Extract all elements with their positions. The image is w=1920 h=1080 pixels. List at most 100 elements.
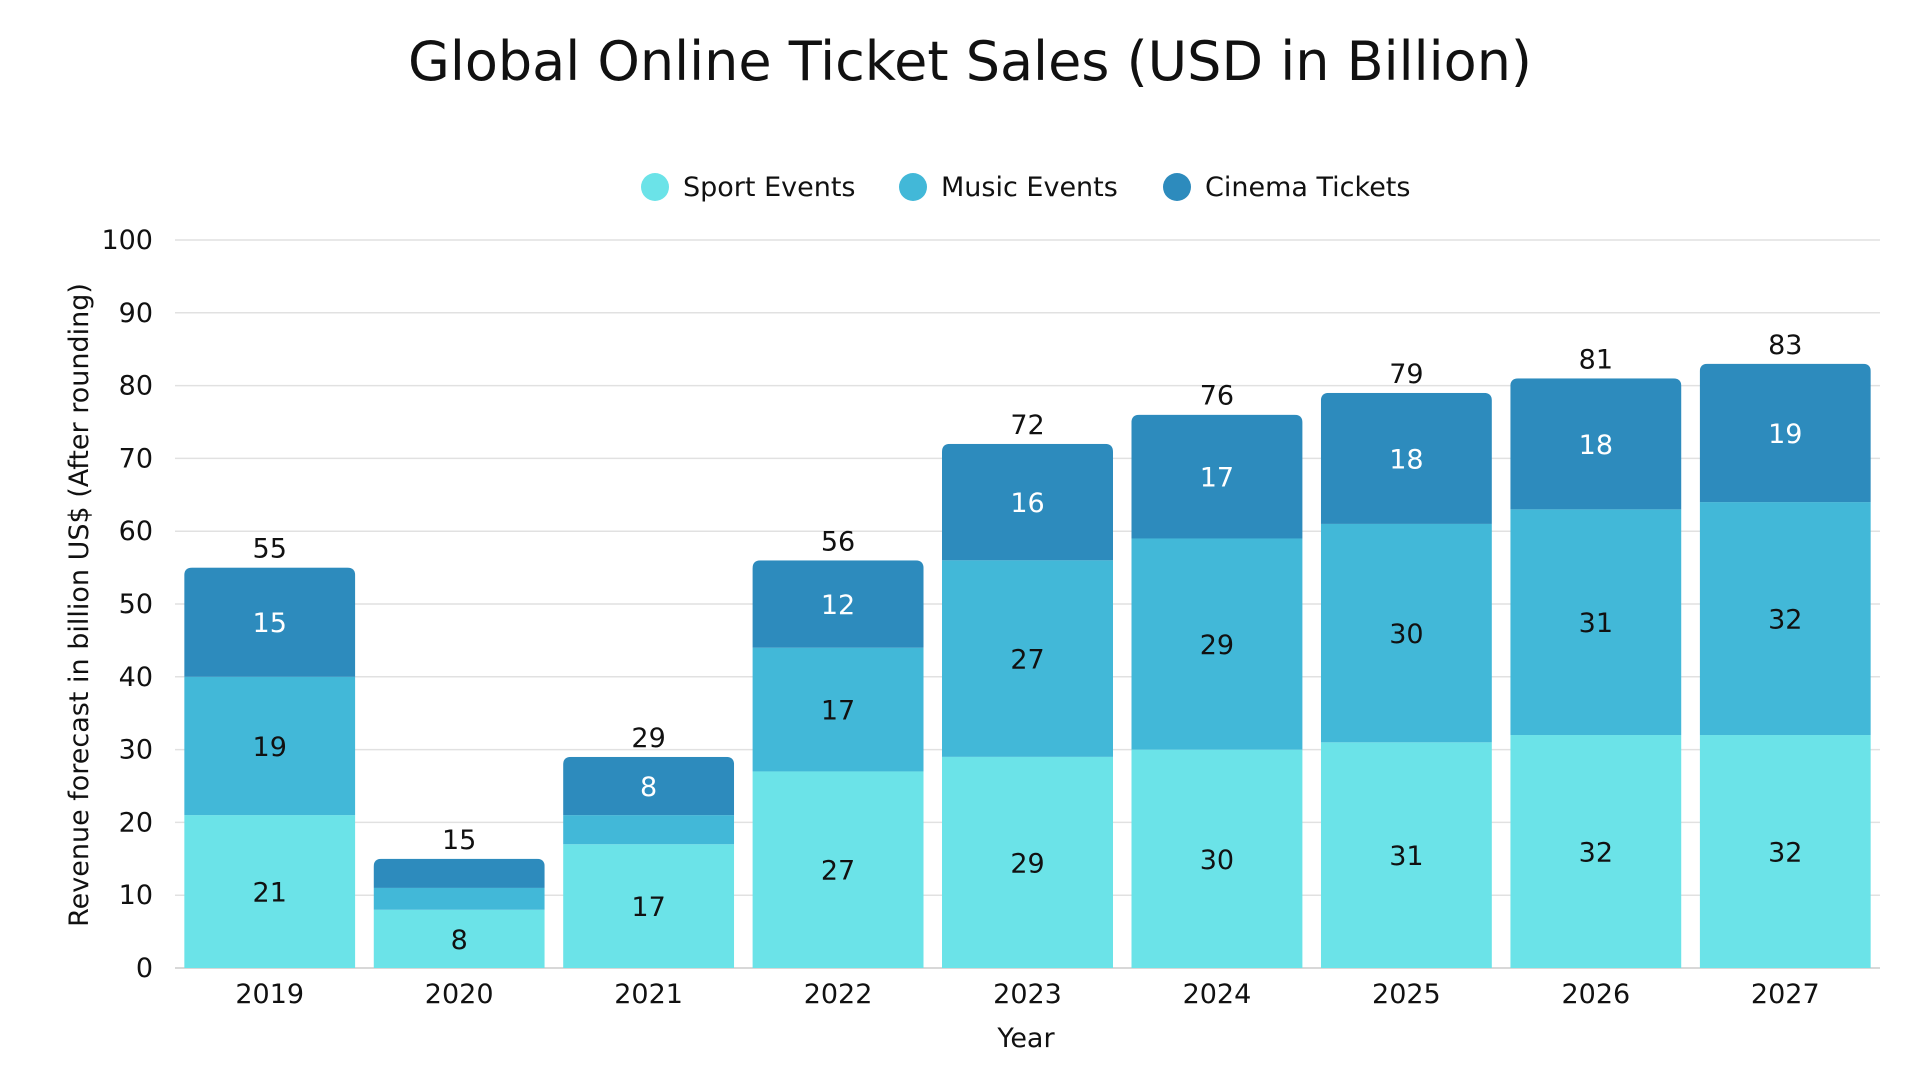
bar-segment-music-events-2026 xyxy=(1510,509,1682,736)
segment-value-label: 31 xyxy=(1389,841,1423,872)
segment-value-label: 17 xyxy=(631,892,665,923)
y-tick-label: 70 xyxy=(119,443,153,474)
segment-value-label: 19 xyxy=(1768,419,1802,450)
bar-stack-2022 xyxy=(752,560,924,968)
bar-segment-sport-events-2025 xyxy=(1320,742,1492,968)
bar-segment-sport-events-2024 xyxy=(1131,749,1303,968)
segment-value-label: 30 xyxy=(1389,619,1423,650)
bar-segment-cinema-tickets-2019 xyxy=(184,567,356,677)
bar-segment-music-events-2023 xyxy=(942,560,1113,757)
y-tick-label: 20 xyxy=(119,807,153,838)
bar-segment-cinema-tickets-2022 xyxy=(752,560,924,648)
bar-segment-music-events-2025 xyxy=(1320,523,1492,743)
y-axis: 0 10 20 30 40 50 60 70 80 90 100 xyxy=(101,225,153,984)
bar-segment-cinema-tickets-2026 xyxy=(1510,378,1682,510)
legend-item-music-events[interactable]: Music Events xyxy=(899,172,1118,203)
total-value-label: 83 xyxy=(1768,330,1802,361)
segment-value-label: 30 xyxy=(1200,845,1234,876)
segment-value-label: 29 xyxy=(1010,848,1044,879)
bar-segment-cinema-tickets-2025 xyxy=(1320,392,1492,524)
x-tick-label: 2024 xyxy=(1183,979,1252,1010)
data-labels: 21 19 15 55 8 15 17 8 29 27 17 12 56 29 27 16 72 30 29 17 76… xyxy=(253,330,1803,956)
bar-segment-music-events-2021 xyxy=(563,815,735,845)
x-axis: 2019 2020 2021 2022 2023 2024 2025 2026 2027 xyxy=(235,979,1819,1010)
segment-value-label: 8 xyxy=(451,925,468,956)
y-axis-title: Revenue forecast in billion US$ (After r… xyxy=(64,283,95,927)
x-tick-label: 2027 xyxy=(1751,979,1820,1010)
segment-value-label: 15 xyxy=(253,608,287,639)
bar-segment-music-events-2024 xyxy=(1131,538,1303,750)
y-tick-label: 80 xyxy=(119,371,153,402)
bar-segment-music-events-2020 xyxy=(373,887,545,910)
segment-value-label: 32 xyxy=(1768,838,1802,869)
bar-segment-sport-events-2022 xyxy=(752,771,924,968)
total-value-label: 56 xyxy=(821,526,855,557)
bar-segment-music-events-2027 xyxy=(1699,502,1871,736)
legend-swatch-icon xyxy=(1163,173,1191,201)
total-value-label: 79 xyxy=(1389,359,1423,390)
total-value-label: 72 xyxy=(1010,410,1044,441)
bar-segment-sport-events-2023 xyxy=(942,756,1113,968)
legend-label: Sport Events xyxy=(683,172,855,203)
segment-value-label: 19 xyxy=(253,732,287,763)
y-tick-label: 30 xyxy=(119,735,153,766)
total-value-label: 76 xyxy=(1200,381,1234,412)
y-tick-label: 60 xyxy=(119,516,153,547)
bar-stack-2019 xyxy=(184,567,356,968)
y-tick-label: 40 xyxy=(119,662,153,693)
legend-label: Cinema Tickets xyxy=(1205,172,1410,203)
x-tick-label: 2025 xyxy=(1372,979,1441,1010)
bar-stack-2025 xyxy=(1320,392,1492,968)
bar-segment-sport-events-2019 xyxy=(184,815,356,968)
bar-segment-sport-events-2020 xyxy=(373,909,545,968)
segment-value-label: 18 xyxy=(1579,430,1613,461)
bars xyxy=(184,363,1871,968)
x-tick-label: 2020 xyxy=(425,979,494,1010)
segment-value-label: 21 xyxy=(253,878,287,909)
bar-stack-2026 xyxy=(1510,378,1682,968)
segment-value-label: 8 xyxy=(640,772,657,803)
legend-item-cinema-tickets[interactable]: Cinema Tickets xyxy=(1163,172,1410,203)
bar-segment-music-events-2022 xyxy=(752,647,924,772)
x-tick-label: 2026 xyxy=(1561,979,1630,1010)
bar-stack-2020 xyxy=(373,858,545,968)
legend-label: Music Events xyxy=(941,172,1118,203)
bar-segment-sport-events-2021 xyxy=(563,844,735,968)
bar-stack-2021 xyxy=(563,756,735,968)
chart-title: Global Online Ticket Sales (USD in Billi… xyxy=(408,30,1532,93)
segment-value-label: 16 xyxy=(1010,488,1044,519)
bar-segment-sport-events-2027 xyxy=(1699,735,1871,968)
legend-swatch-icon xyxy=(641,173,669,201)
legend: Sport Events Music Events Cinema Tickets xyxy=(641,172,1410,203)
bar-segment-music-events-2019 xyxy=(184,676,356,816)
segment-value-label: 17 xyxy=(1200,463,1234,494)
segment-value-label: 12 xyxy=(821,590,855,621)
bar-stack-2027 xyxy=(1699,363,1871,968)
bar-segment-sport-events-2026 xyxy=(1510,735,1682,968)
x-tick-label: 2023 xyxy=(993,979,1062,1010)
bar-segment-cinema-tickets-2027 xyxy=(1699,363,1871,503)
total-value-label: 81 xyxy=(1579,344,1613,375)
segment-value-label: 31 xyxy=(1579,608,1613,639)
x-tick-label: 2021 xyxy=(614,979,683,1010)
bar-segment-cinema-tickets-2020 xyxy=(373,858,545,888)
bar-segment-cinema-tickets-2024 xyxy=(1131,414,1303,539)
bar-segment-cinema-tickets-2021 xyxy=(563,756,735,816)
segment-value-label: 18 xyxy=(1389,444,1423,475)
x-tick-label: 2019 xyxy=(235,979,304,1010)
total-value-label: 15 xyxy=(442,825,476,856)
total-value-label: 55 xyxy=(253,534,287,565)
legend-item-sport-events[interactable]: Sport Events xyxy=(641,172,855,203)
legend-swatch-icon xyxy=(899,173,927,201)
segment-value-label: 17 xyxy=(821,696,855,727)
y-tick-label: 10 xyxy=(119,880,153,911)
x-tick-label: 2022 xyxy=(804,979,873,1010)
segment-value-label: 27 xyxy=(821,856,855,887)
x-axis-title: Year xyxy=(996,1023,1055,1054)
y-tick-label: 90 xyxy=(119,298,153,329)
segment-value-label: 27 xyxy=(1010,645,1044,676)
segment-value-label: 32 xyxy=(1579,838,1613,869)
segment-value-label: 29 xyxy=(1200,630,1234,661)
